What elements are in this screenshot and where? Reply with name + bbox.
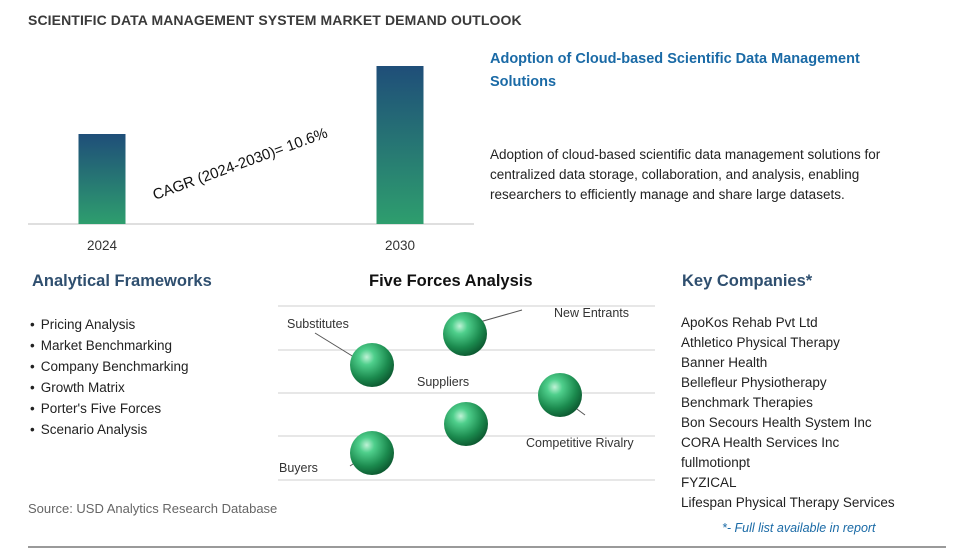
competitive-rivalry-sphere: [538, 373, 582, 417]
list-item: Pricing Analysis: [30, 314, 189, 335]
buyers-sphere: [350, 431, 394, 475]
list-item: Company Benchmarking: [30, 356, 189, 377]
substitutes-label: Substitutes: [287, 317, 349, 331]
buyers-label: Buyers: [279, 461, 318, 475]
trend-description: Adoption of cloud-based scientific data …: [490, 147, 881, 202]
list-item: Banner Health: [681, 355, 768, 370]
trend-headline: Adoption of Cloud-based Scientific Data …: [490, 51, 860, 90]
bottom-divider: [28, 546, 946, 548]
market-bar-chart: 2024 2030 CAGR (2024-2030)= 10.6%: [28, 66, 474, 253]
bar-2024: [78, 134, 126, 224]
list-item: ApoKos Rehab Pvt Ltd: [681, 315, 818, 330]
list-item: Scenario Analysis: [30, 419, 189, 440]
frameworks-list: Pricing Analysis Market Benchmarking Com…: [30, 314, 189, 440]
suppliers-sphere: [444, 402, 488, 446]
list-item: Lifespan Physical Therapy Services: [681, 495, 895, 510]
list-item: FYZICAL: [681, 475, 737, 490]
list-item: Bon Secours Health System Inc: [681, 415, 872, 430]
list-item: Growth Matrix: [30, 377, 189, 398]
new-entrants-label: New Entrants: [554, 306, 629, 320]
five-forces-title: Five Forces Analysis: [369, 272, 533, 290]
source-text: Source: USD Analytics Research Database: [28, 501, 278, 516]
full-list-note: *- Full list available in report: [722, 521, 876, 535]
substitutes-sphere: [350, 343, 394, 387]
five-forces-diagram: Substitutes New Entrants Suppliers Compe…: [278, 305, 655, 481]
x-tick-label: 2024: [87, 238, 118, 253]
bar-2030: [376, 66, 424, 224]
competitive-rivalry-label: Competitive Rivalry: [526, 436, 634, 450]
cagr-annotation: CAGR (2024-2030)= 10.6%: [151, 125, 330, 204]
list-item: Porter's Five Forces: [30, 398, 189, 419]
list-item: Athletico Physical Therapy: [681, 335, 840, 350]
companies-list: ApoKos Rehab Pvt Ltd Athletico Physical …: [681, 313, 895, 513]
frameworks-title: Analytical Frameworks: [32, 272, 212, 290]
list-item: Benchmark Therapies: [681, 395, 813, 410]
new-entrants-sphere: [443, 312, 487, 356]
list-item: Market Benchmarking: [30, 335, 189, 356]
x-tick-label: 2030: [385, 238, 415, 253]
list-item: Bellefleur Physiotherapy: [681, 375, 827, 390]
suppliers-label: Suppliers: [417, 375, 469, 389]
companies-title: Key Companies*: [682, 272, 813, 290]
page-title: SCIENTIFIC DATA MANAGEMENT SYSTEM MARKET…: [28, 12, 522, 28]
list-item: fullmotionpt: [681, 455, 751, 470]
list-item: CORA Health Services Inc: [681, 435, 840, 450]
